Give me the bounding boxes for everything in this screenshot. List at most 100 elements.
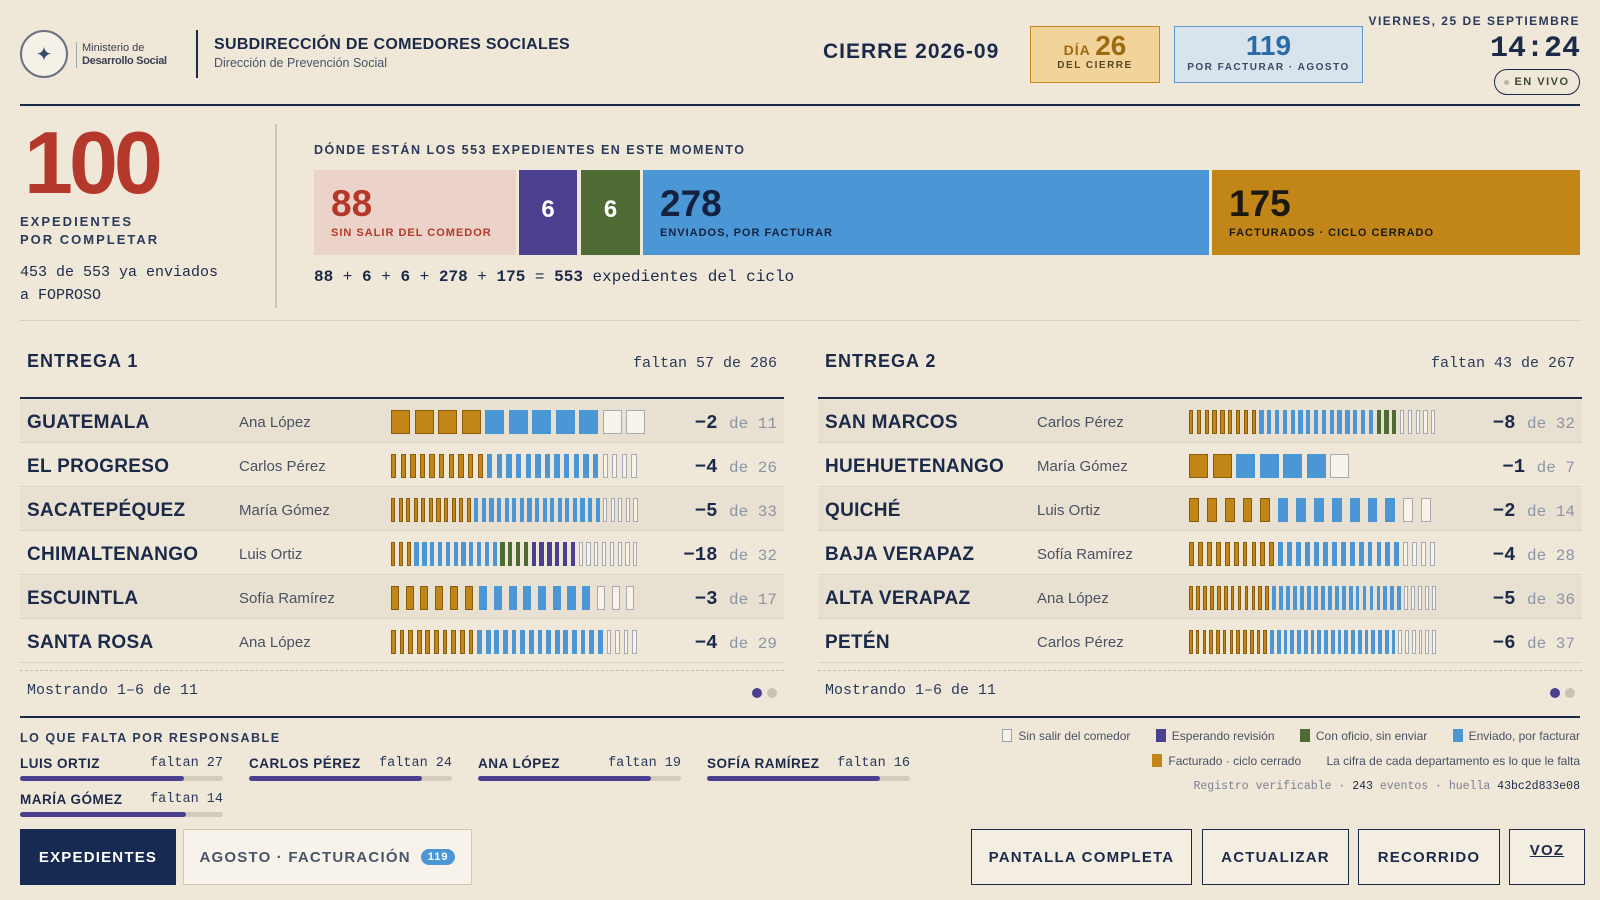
status-block (1327, 586, 1332, 610)
missing-count: −3 de 17 (694, 588, 777, 610)
fullscreen-button[interactable]: PANTALLA COMPLETA (971, 829, 1192, 885)
status-block (531, 542, 536, 566)
table-row[interactable]: SACATEPÉQUEZ María Gómez −5 de 33 (20, 488, 784, 531)
voice-button[interactable]: VOZ (1509, 829, 1585, 885)
entrega-faltan: faltan 43 de 267 (1430, 355, 1575, 372)
missing-count: −18 de 32 (683, 544, 777, 566)
tab-agosto-facturacion[interactable]: AGOSTO · FACTURACIÓN 119 (183, 829, 472, 885)
table-row[interactable]: SAN MARCOS Carlos Pérez −8 de 32 (818, 400, 1582, 443)
table-row[interactable]: SANTA ROSA Ana López −4 de 29 (20, 620, 784, 663)
status-block (1351, 630, 1355, 654)
status-block (615, 630, 620, 654)
status-block (1202, 630, 1207, 654)
missing-count: −1 de 7 (1502, 456, 1575, 478)
missing-count: −5 de 36 (1492, 588, 1575, 610)
status-block (1272, 586, 1277, 610)
status-block (1331, 542, 1337, 566)
legend-oficio: Con oficio, sin enviar (1299, 729, 1427, 743)
tour-button[interactable]: RECORRIDO (1358, 829, 1500, 885)
pipeline-equation: 88 + 6 + 6 + 278 + 175 = 553 expedientes… (314, 268, 795, 286)
status-block (570, 542, 575, 566)
status-blocks (391, 586, 641, 610)
segment-sin-salir-number: 88 (331, 183, 373, 224)
status-block (408, 630, 413, 654)
status-blocks (391, 454, 641, 478)
status-block (555, 542, 560, 566)
hero-label: EXPEDIENTES (20, 214, 134, 229)
status-block (1216, 630, 1220, 654)
status-block (1296, 498, 1306, 522)
status-block (1206, 542, 1212, 566)
segment-sin-salir[interactable]: 88 SIN SALIR DEL COMEDOR (314, 170, 516, 255)
missing-count: −4 de 29 (694, 632, 777, 654)
segment-facturados[interactable]: 175 FACTURADOS · CICLO CERRADO (1212, 170, 1580, 255)
status-block (1279, 586, 1284, 610)
responsable-name: SOFÍA RAMÍREZ (707, 756, 820, 771)
table-row[interactable]: ESCUINTLA Sofía Ramírez −3 de 17 (20, 576, 784, 619)
status-blocks (391, 630, 641, 654)
status-block (1282, 410, 1288, 434)
dia-sub: DEL CIERRE (1057, 60, 1133, 71)
responsable-progress-fill (20, 812, 187, 817)
header: ✦ Ministerio de Desarrollo Social SUBDIR… (20, 14, 1580, 106)
status-block (1276, 630, 1281, 654)
status-block (1305, 542, 1310, 566)
status-block (595, 498, 600, 522)
table-row[interactable]: CHIMALTENANGO Luis Ortiz −18 de 32 (20, 532, 784, 575)
segment-con-oficio[interactable]: 6 (581, 170, 640, 255)
status-block (596, 586, 605, 610)
entrega-faltan: faltan 57 de 286 (632, 355, 777, 372)
responsable-faltan: faltan 24 (379, 756, 452, 771)
status-block (1259, 454, 1279, 478)
table-row[interactable]: GUATEMALA Ana López −2 de 11 (20, 400, 784, 443)
status-block (1228, 410, 1233, 434)
status-block (583, 454, 589, 478)
legend-note: La cifra de cada departamento es lo que … (1326, 754, 1581, 768)
status-block (1376, 410, 1381, 434)
refresh-button[interactable]: ACTUALIZAR (1202, 829, 1349, 885)
table-row[interactable]: BAJA VERAPAZ Sofía Ramírez −4 de 28 (818, 532, 1582, 575)
status-block (594, 542, 599, 566)
responsable-progress (20, 776, 223, 781)
status-block (1364, 630, 1369, 654)
page-dot[interactable] (767, 688, 777, 698)
status-block (565, 498, 570, 522)
table-row[interactable]: HUEHUETENANGO María Gómez −1 de 7 (818, 444, 1582, 487)
status-block (580, 630, 586, 654)
status-block (1348, 586, 1353, 610)
status-block (1259, 410, 1264, 434)
status-block (1314, 586, 1318, 610)
page-dot-active[interactable] (1550, 688, 1560, 698)
page-dot[interactable] (1565, 688, 1575, 698)
status-block (523, 586, 532, 610)
responsible-name: María Gómez (239, 502, 330, 519)
status-block (1337, 410, 1342, 434)
responsable-item: CARLOS PÉREZ faltan 24 (249, 756, 452, 786)
status-block (1425, 586, 1429, 610)
status-block (1251, 586, 1256, 610)
status-block (438, 410, 457, 434)
status-block (391, 454, 397, 478)
status-block (586, 542, 591, 566)
hero-number: 100 (24, 113, 163, 212)
status-block (1306, 454, 1326, 478)
status-block (1290, 410, 1295, 434)
status-block (572, 630, 577, 654)
page-dot-active[interactable] (752, 688, 762, 698)
status-block (1270, 630, 1274, 654)
segment-enviados[interactable]: 278 ENVIADOS, POR FACTURAR (643, 170, 1209, 255)
status-block (1430, 542, 1435, 566)
cierre-label: CIERRE 2026-09 (823, 40, 1000, 63)
status-block (546, 630, 551, 654)
table-row[interactable]: QUICHÉ Luis Ortiz −2 de 14 (818, 488, 1582, 531)
department-name: EL PROGRESO (27, 456, 170, 477)
table-row[interactable]: PETÉN Carlos Pérez −6 de 37 (818, 620, 1582, 663)
table-row[interactable]: ALTA VERAPAZ Ana López −5 de 36 (818, 576, 1582, 619)
status-block (1278, 542, 1284, 566)
status-block (1337, 630, 1342, 654)
tab-expedientes[interactable]: EXPEDIENTES (20, 829, 176, 885)
segment-esperando-revision[interactable]: 6 (519, 170, 577, 255)
table-row[interactable]: EL PROGRESO Carlos Pérez −4 de 26 (20, 444, 784, 487)
pagination-label: Mostrando 1–6 de 11 (27, 682, 199, 699)
status-block (1215, 542, 1221, 566)
